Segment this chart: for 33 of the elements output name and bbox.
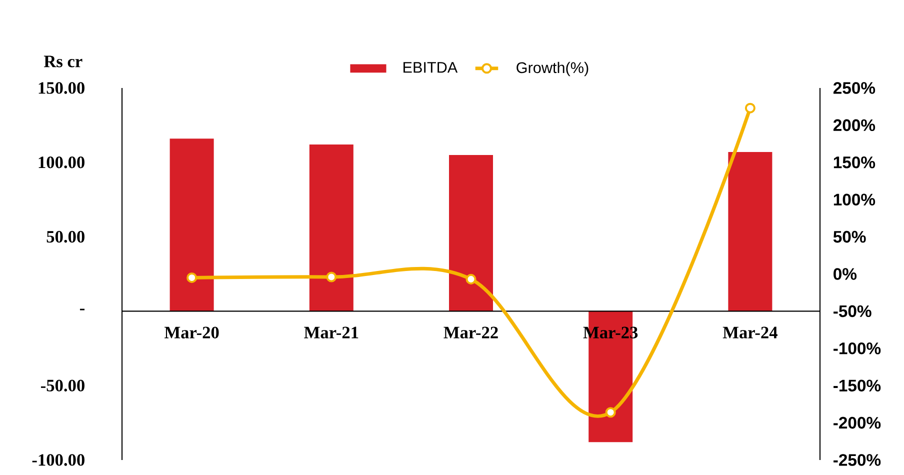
y2-tick-label: 50% (833, 230, 866, 243)
bar (449, 154, 493, 312)
x-tick-label: Mar-24 (722, 326, 778, 338)
y2-tick-label: 200% (833, 119, 876, 132)
bar (728, 152, 772, 312)
legend-label: EBITDA (404, 62, 458, 73)
y-tick-label: 50.00 (46, 230, 84, 243)
y-tick-label: - (80, 308, 84, 310)
y-tick-label: -100.00 (32, 454, 84, 466)
y-tick-label: -50.00 (40, 380, 84, 392)
point (466, 274, 476, 284)
y-tick-label: 100.00 (38, 156, 84, 168)
point (186, 272, 198, 283)
x-tick-label: Mar-20 (164, 326, 219, 338)
y-tick-label: 150.00 (38, 82, 84, 94)
y2-tick-label: 250% (833, 82, 876, 94)
y2-tick-label: 150% (834, 156, 876, 168)
point (326, 272, 337, 282)
bar (309, 144, 354, 312)
y2-tick-label: 0% (834, 268, 857, 280)
y2-tick-label: -50% (834, 305, 872, 318)
x-tick-label: Mar-21 (304, 326, 358, 338)
bar (170, 138, 214, 312)
y2-tick-label: 100% (834, 194, 876, 206)
point (744, 102, 756, 114)
x-tick-label: Mar-22 (444, 326, 498, 338)
y2-tick-label: -100% (834, 342, 881, 354)
point (605, 407, 616, 418)
y2-tick-label: -200% (834, 416, 881, 429)
y-axis-title: Rs cr (44, 56, 82, 68)
legend-label: Growth(%) (516, 62, 588, 76)
y2-tick-label: -150% (834, 380, 881, 392)
y2-tick-label: -250% (834, 454, 881, 466)
